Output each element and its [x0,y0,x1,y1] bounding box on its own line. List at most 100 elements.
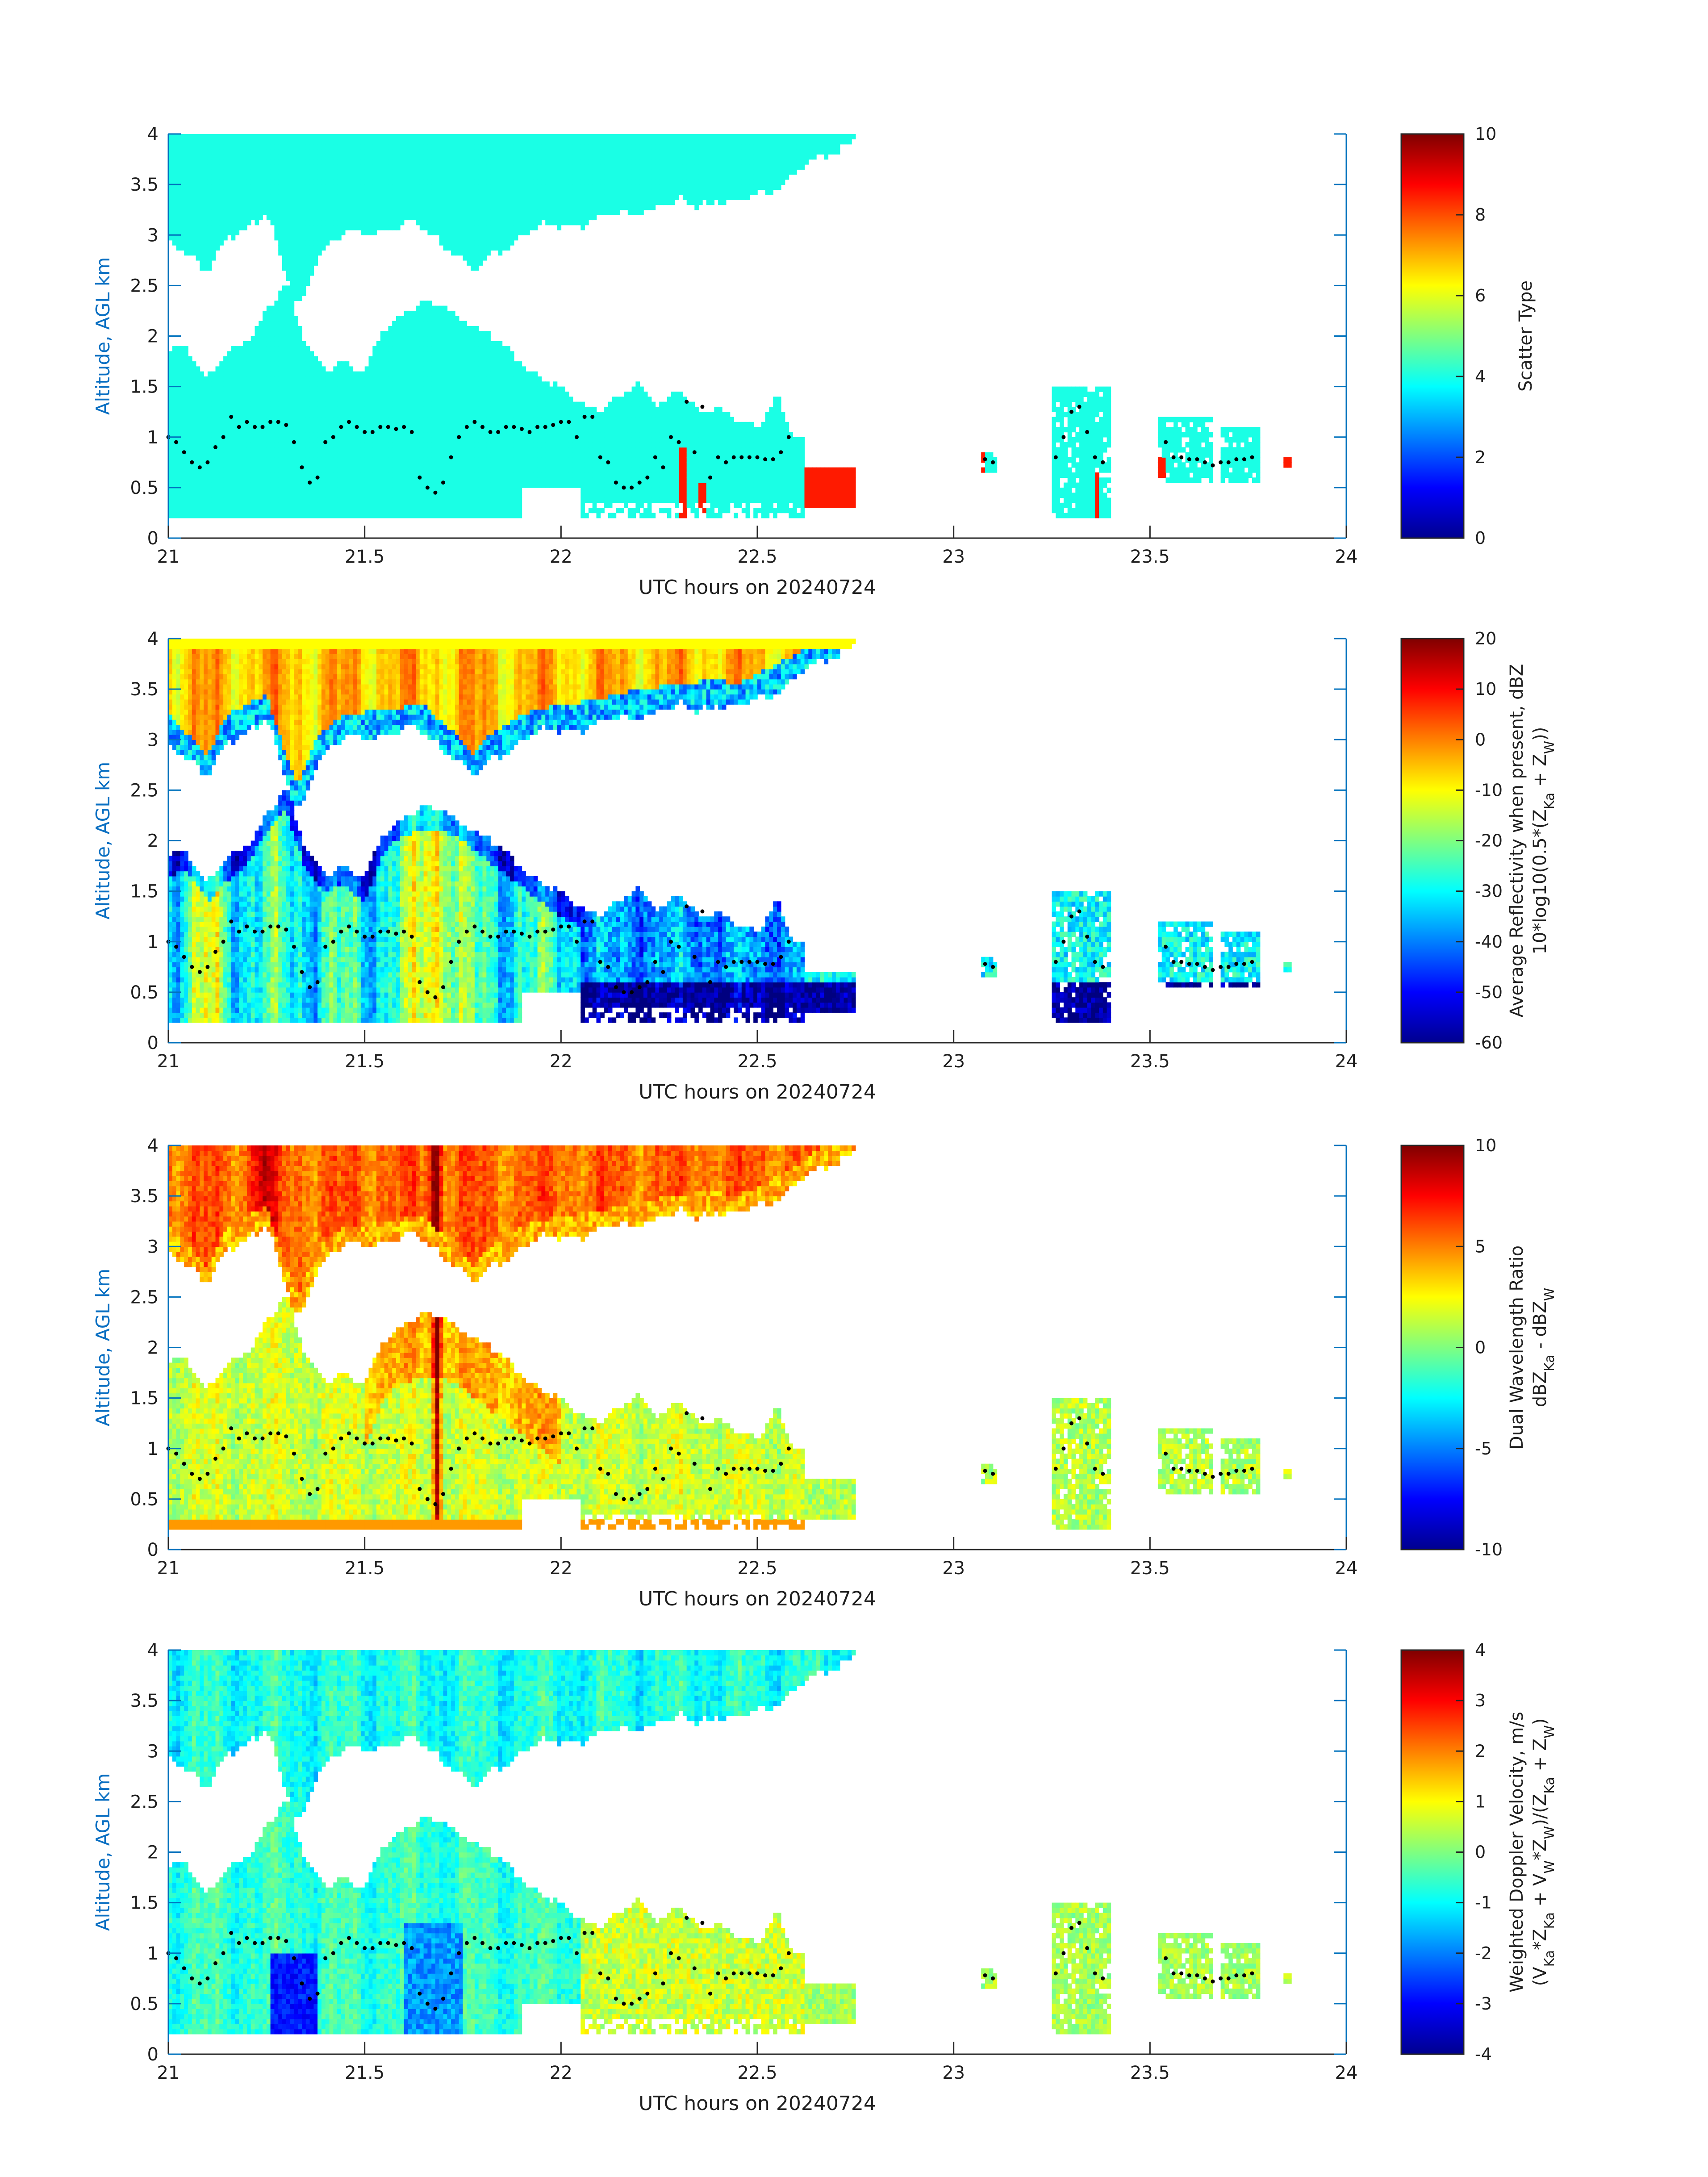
heatmap-cell [259,134,263,139]
heatmap-cell [345,164,350,170]
heatmap-cell [349,134,354,139]
heatmap-cell [341,442,346,447]
heatmap-cell [255,351,259,356]
heatmap-cell [274,392,279,397]
heatmap-cell [376,493,381,498]
heatmap-cell [208,159,212,165]
heatmap-cell [376,346,381,351]
heatmap-cell [310,372,314,377]
heatmap-cell [298,189,302,195]
heatmap-cell [196,220,200,225]
heatmap-cell [271,336,275,342]
heatmap-cell [278,210,283,215]
heatmap-cell [188,215,192,220]
heatmap-cell [298,250,302,255]
heatmap-cell [372,472,377,478]
heatmap-cell [306,149,310,155]
heatmap-cell [212,200,216,205]
heatmap-cell [227,154,232,159]
heatmap-cell [372,346,377,351]
heatmap-cell [212,159,216,165]
heatmap-cell [361,220,365,225]
heatmap-cell [313,366,318,372]
heatmap-cell [176,215,181,220]
heatmap-cell [357,169,361,175]
heatmap-cell [172,220,177,225]
heatmap-cell [313,462,318,468]
heatmap-cell [251,144,255,150]
heatmap-cell [192,513,196,518]
heatmap-cell [372,387,377,392]
heatmap-cell [306,189,310,195]
heatmap-cell [349,215,354,220]
heatmap-cell [259,452,263,458]
heatmap-cell [172,235,177,240]
heatmap-cell [310,472,314,478]
heatmap-cell [294,296,298,301]
heatmap-cell [357,200,361,205]
heatmap-cell [204,255,208,261]
heatmap-cell [180,488,184,493]
heatmap-cell [317,422,322,427]
heatmap-cell [251,477,255,483]
heatmap-cell [180,422,184,427]
heatmap-cell [172,215,177,220]
heatmap-cell [231,498,236,503]
heatmap-cell [361,139,365,144]
heatmap-cell [278,235,283,240]
heatmap-cell [313,220,318,225]
heatmap-cell [235,477,240,483]
heatmap-cell [259,184,263,190]
heatmap-cell [184,250,188,255]
heatmap-cell [349,149,354,155]
heatmap-cell [357,159,361,165]
heatmap-cell [302,513,306,518]
heatmap-cell [353,159,357,165]
heatmap-cell [263,372,267,377]
heatmap-cell [274,306,279,311]
heatmap-cell [212,175,216,180]
heatmap-cell [298,397,302,402]
heatmap-cell [337,437,342,443]
heatmap-cell [310,169,314,175]
heatmap-cell [313,195,318,200]
heatmap-cell [278,326,283,331]
heatmap-cell [341,397,346,402]
heatmap-cell [196,427,200,432]
heatmap-cell [255,483,259,488]
heatmap-cell [267,144,271,150]
heatmap-cell [313,457,318,463]
heatmap-cell [255,392,259,397]
heatmap-cell [227,513,232,518]
heatmap-cell [255,195,259,200]
heatmap-cell [282,417,287,422]
heatmap-cell [251,372,255,377]
heatmap-cell [306,215,310,220]
heatmap-cell [259,432,263,437]
heatmap-cell [294,200,298,205]
heatmap-cell [243,513,247,518]
heatmap-cell [271,477,275,483]
heatmap-cell [357,462,361,468]
heatmap-cell [212,184,216,190]
heatmap-cell [282,326,287,331]
heatmap-cell [271,316,275,321]
heatmap-cell [326,381,330,387]
heatmap-cell [223,412,228,417]
heatmap-cell [231,149,236,155]
heatmap-cell [306,245,310,251]
heatmap-cell [349,407,354,412]
heatmap-cell [357,397,361,402]
heatmap-cell [330,468,334,473]
heatmap-cell [341,483,346,488]
heatmap-cell [251,407,255,412]
heatmap-cell [216,215,220,220]
heatmap-cell [313,513,318,518]
heatmap-cell [278,477,283,483]
heatmap-cell [216,376,220,382]
heatmap-cell [330,417,334,422]
heatmap-cell [204,184,208,190]
heatmap-cell [313,250,318,255]
heatmap-cell [322,508,326,513]
heatmap-cell [200,372,204,377]
